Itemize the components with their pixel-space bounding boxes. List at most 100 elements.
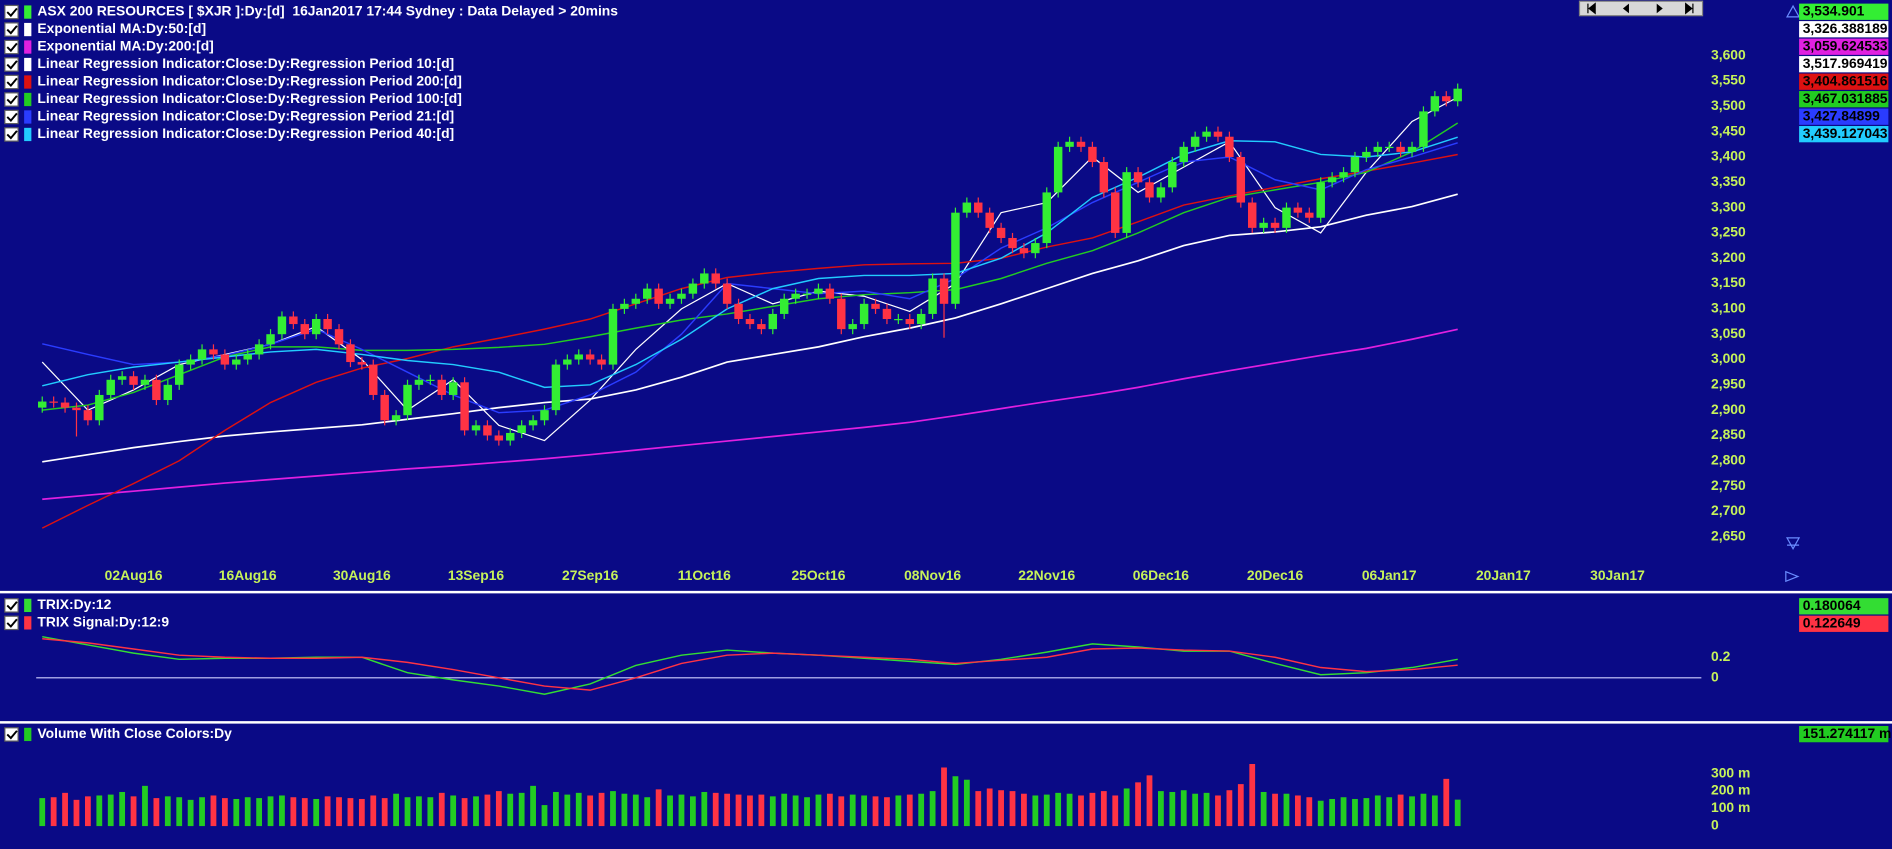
volume-bar bbox=[1409, 796, 1415, 827]
legend-checkbox bbox=[4, 74, 19, 90]
candle-body bbox=[1236, 156, 1246, 203]
volume-bar bbox=[986, 788, 993, 827]
volume-bar bbox=[530, 785, 536, 827]
legend-label: TRIX Signal:Dy:12:9 bbox=[37, 614, 169, 630]
volume-bar bbox=[564, 794, 571, 827]
candle-body bbox=[962, 202, 972, 213]
candle-body bbox=[574, 354, 583, 360]
volume-bar bbox=[1055, 792, 1062, 827]
candle-body bbox=[72, 407, 81, 411]
volume-bar bbox=[301, 798, 308, 827]
candle-body bbox=[871, 303, 880, 309]
candle-body bbox=[848, 324, 857, 330]
volume-bar bbox=[404, 797, 411, 827]
legend-checkbox bbox=[4, 109, 19, 125]
x-tick-label: 27Sep16 bbox=[562, 567, 619, 583]
volume-bar bbox=[1146, 775, 1153, 827]
legend-swatch bbox=[24, 92, 32, 107]
volume-bar bbox=[621, 793, 628, 827]
volume-bar bbox=[792, 795, 799, 827]
volume-bar bbox=[107, 794, 114, 827]
volume-bar bbox=[313, 798, 320, 827]
candle-body bbox=[1076, 141, 1086, 147]
volume-bar bbox=[906, 794, 913, 827]
nav-prev[interactable] bbox=[1622, 3, 1629, 14]
candle-body bbox=[1339, 172, 1348, 178]
candle-body bbox=[1042, 192, 1051, 244]
candle-body bbox=[1225, 136, 1234, 157]
volume-bar bbox=[84, 796, 91, 827]
value-box bbox=[1799, 126, 1889, 143]
candle-body bbox=[1362, 151, 1371, 157]
candle-body bbox=[1316, 182, 1325, 218]
x-tick-label: 30Aug16 bbox=[333, 567, 391, 583]
x-tick-label: 06Dec16 bbox=[1133, 567, 1190, 583]
candle-body bbox=[1293, 207, 1303, 213]
volume-bar bbox=[815, 794, 822, 827]
legend-label: Linear Regression Indicator:Close:Dy:Reg… bbox=[37, 55, 454, 71]
volume-bar bbox=[861, 795, 868, 827]
candle-body bbox=[722, 283, 732, 304]
y-tick-label: 3,550 bbox=[1711, 72, 1746, 88]
volume-bar bbox=[187, 799, 194, 827]
candle-body bbox=[620, 303, 629, 309]
candle-body bbox=[1282, 207, 1291, 228]
candle-body bbox=[916, 313, 926, 325]
nav-first[interactable] bbox=[1587, 2, 1596, 15]
candle-body bbox=[608, 308, 618, 365]
candle-body bbox=[905, 319, 914, 325]
candle-body bbox=[369, 364, 378, 395]
volume-bar bbox=[758, 794, 765, 827]
candle-body bbox=[585, 354, 595, 360]
candle-body bbox=[1111, 192, 1120, 233]
candle-body bbox=[346, 344, 355, 363]
volume-bar bbox=[632, 794, 639, 827]
candle-body bbox=[1396, 146, 1405, 152]
legend-label: Linear Regression Indicator:Close:Dy:Reg… bbox=[37, 108, 454, 124]
volume-bar bbox=[689, 796, 696, 827]
volume-bar bbox=[358, 798, 365, 827]
volume-bar bbox=[667, 795, 673, 827]
volume-bar bbox=[1454, 799, 1461, 827]
scroll-down[interactable] bbox=[1785, 537, 1801, 550]
candle-body bbox=[1247, 202, 1257, 228]
candle-body bbox=[483, 425, 492, 436]
legend-check bbox=[6, 112, 18, 123]
candle-body bbox=[837, 298, 846, 330]
candle-body bbox=[1122, 172, 1131, 233]
volume-bar bbox=[884, 797, 890, 827]
volume-bar bbox=[336, 797, 342, 827]
volume-bar bbox=[541, 805, 548, 827]
legend-check bbox=[6, 730, 18, 740]
value-box bbox=[1799, 73, 1889, 90]
volume-bar bbox=[1078, 795, 1084, 827]
navigation-buttons[interactable] bbox=[1578, 0, 1704, 17]
y-tick-label: 3,150 bbox=[1711, 274, 1746, 290]
legend-label: Linear Regression Indicator:Close:Dy:Reg… bbox=[37, 125, 454, 141]
candle-body bbox=[506, 432, 515, 441]
value-box-label: 3,467.031885 bbox=[1803, 90, 1888, 106]
scroll-right[interactable] bbox=[1785, 570, 1800, 583]
legend-swatch bbox=[24, 616, 32, 630]
candle-body bbox=[974, 202, 983, 213]
scroll-up[interactable] bbox=[1785, 4, 1801, 18]
value-box bbox=[1799, 108, 1889, 125]
candle-body bbox=[471, 425, 481, 431]
volume-bar bbox=[998, 790, 1004, 827]
volume-bar bbox=[438, 792, 445, 827]
nav-bar bbox=[1578, 0, 1704, 17]
candle-body bbox=[996, 227, 1006, 238]
candle-body bbox=[825, 288, 835, 299]
legend-label: Exponential MA:Dy:50:[d] bbox=[37, 20, 206, 36]
volume-bar bbox=[244, 797, 251, 827]
nav-last[interactable] bbox=[1685, 2, 1694, 15]
y-tick-label: 100 m bbox=[1711, 799, 1750, 815]
volume-bar bbox=[1009, 791, 1016, 827]
legend-swatch bbox=[24, 40, 32, 54]
candle-body bbox=[391, 415, 401, 421]
volume-bar bbox=[838, 796, 845, 827]
candle-body bbox=[129, 376, 138, 385]
volume-bar bbox=[895, 795, 902, 827]
nav-next[interactable] bbox=[1656, 3, 1663, 14]
